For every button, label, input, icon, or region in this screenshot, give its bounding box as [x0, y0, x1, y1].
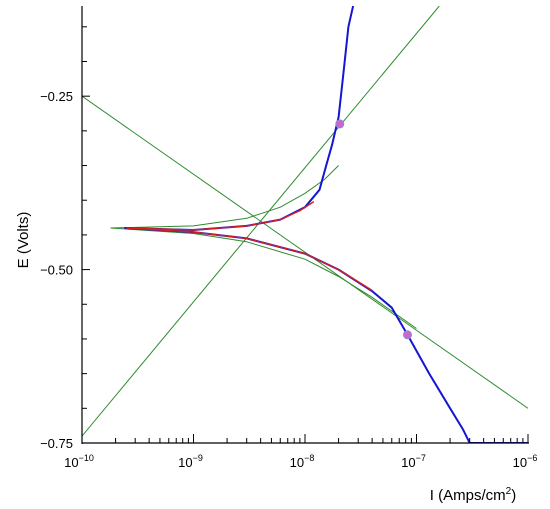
marker-point-2 — [402, 330, 412, 340]
plot-markers — [335, 119, 412, 340]
axes-frame — [81, 6, 529, 444]
y-tick-label: −0.50 — [40, 263, 73, 278]
series-measured-cathodic — [124, 227, 528, 443]
y-tick-label: −0.25 — [40, 89, 73, 104]
series-tafel-model-cathodic — [110, 227, 417, 329]
series-tafel-model-anodic — [110, 165, 339, 229]
x-tick-label: 10−7 — [401, 453, 426, 470]
x-tick-label: 10−10 — [64, 453, 94, 470]
x-tick-label: 10−9 — [178, 453, 203, 470]
y-tick-label: −0.75 — [40, 436, 73, 451]
series-fit-anodic — [126, 201, 315, 231]
ticks — [81, 26, 529, 444]
series-measured-anodic — [124, 6, 355, 231]
y-axis-title: E (Volts) — [15, 212, 32, 269]
series-fit-cathodic — [126, 227, 373, 291]
series-tafel-line-cathodic — [82, 95, 528, 409]
x-axis-title: I (Amps/cm2) — [430, 486, 516, 504]
plot-lines — [82, 6, 528, 443]
tick-labels: −0.25 −0.50 −0.75 10−10 10−9 10−8 10−7 10−6 — [40, 89, 537, 470]
marker-point-1 — [335, 119, 345, 129]
x-tick-label: 10−6 — [513, 453, 538, 470]
x-tick-label: 10−8 — [290, 453, 315, 470]
